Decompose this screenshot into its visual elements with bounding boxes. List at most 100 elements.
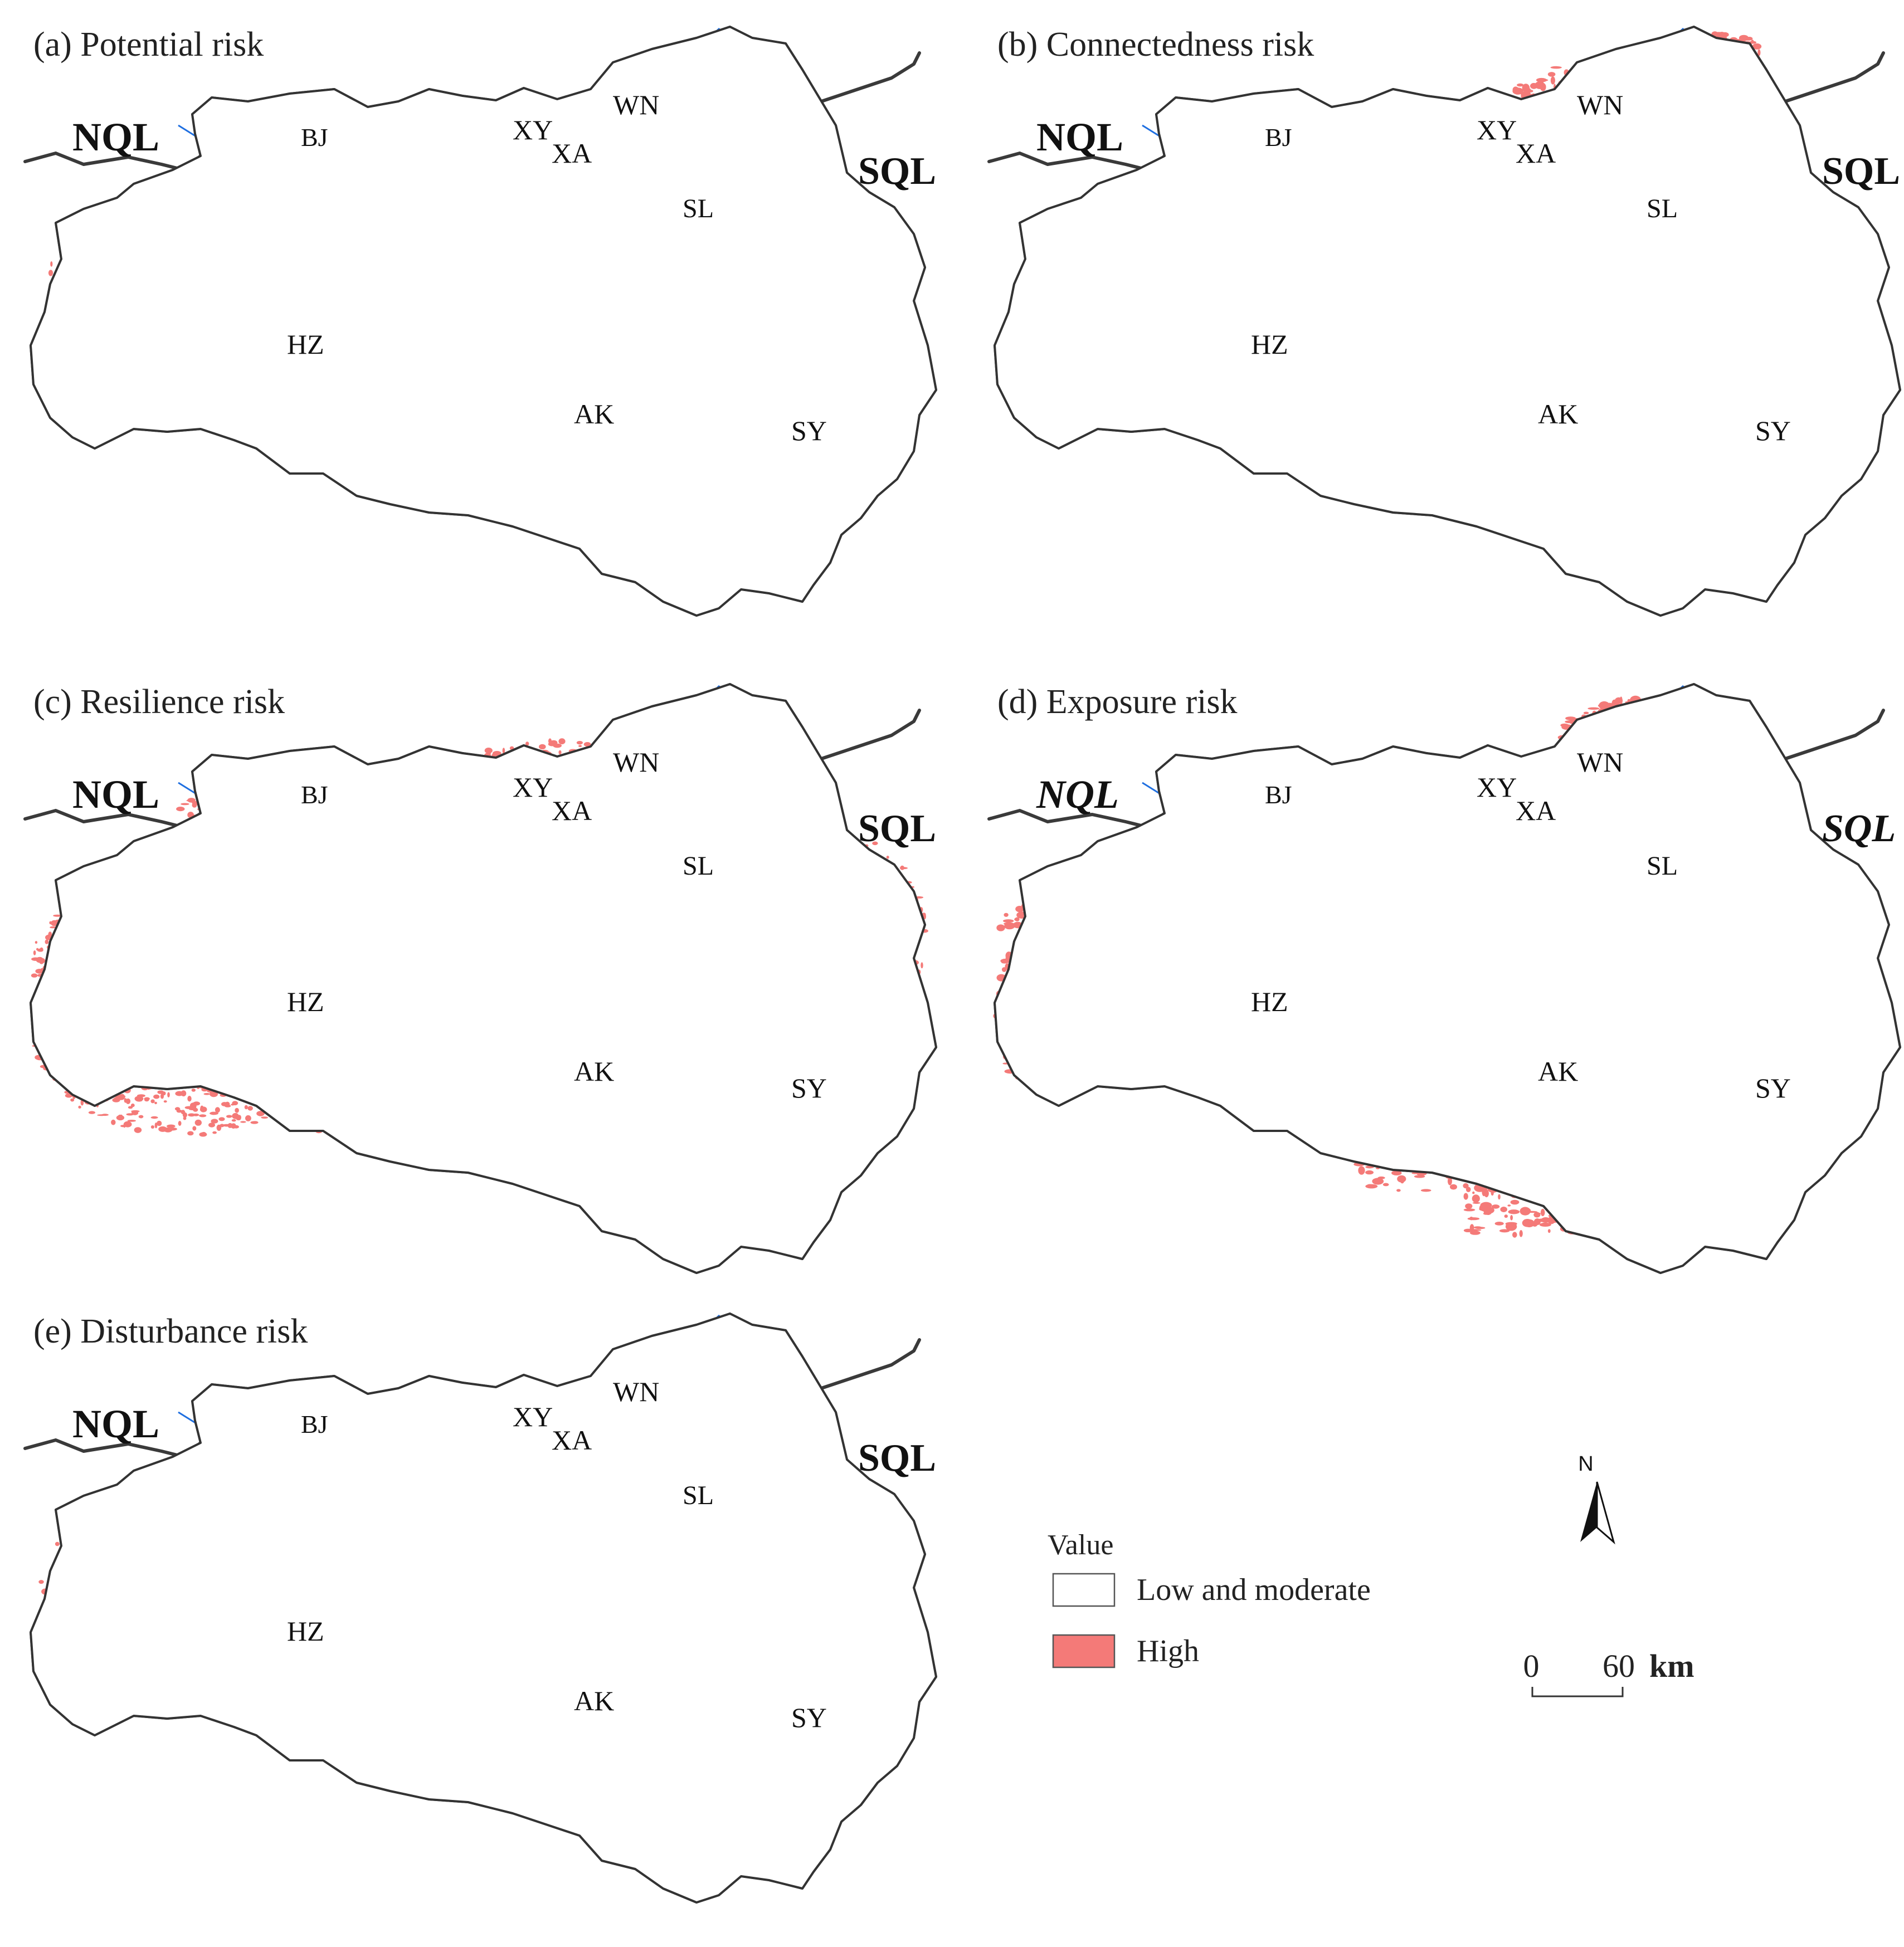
place-label-xy: XY	[513, 114, 553, 145]
risk-patch	[188, 1113, 196, 1117]
risk-patch	[244, 1105, 248, 1110]
risk-patch	[240, 1121, 246, 1123]
risk-patch	[123, 1124, 126, 1128]
risk-patch	[1530, 82, 1538, 89]
risk-patch	[124, 1098, 127, 1103]
risk-patch	[167, 1092, 170, 1097]
risk-patch	[232, 1101, 238, 1106]
risk-patch	[1721, 32, 1729, 37]
risk-patch	[187, 1096, 192, 1102]
risk-patch	[221, 1102, 228, 1106]
risk-patch	[226, 1115, 232, 1118]
risk-patch	[160, 1094, 164, 1099]
risk-patch	[39, 960, 44, 964]
risk-patch	[150, 1099, 155, 1104]
risk-patch	[176, 1109, 182, 1113]
risk-patch	[163, 1100, 167, 1103]
place-label-sql: SQL	[1822, 150, 1900, 193]
risk-patch	[1550, 66, 1562, 69]
region-border	[30, 26, 937, 617]
risk-patch	[1517, 83, 1524, 87]
risk-patch	[261, 1116, 269, 1119]
risk-patch	[231, 1119, 236, 1122]
risk-patch	[49, 921, 52, 925]
risk-patch	[193, 1101, 201, 1106]
risk-patch	[35, 941, 38, 944]
place-label-bj: BJ	[301, 123, 328, 152]
risk-patch	[127, 1120, 136, 1122]
risk-patch	[136, 1099, 143, 1102]
risk-patch	[247, 1106, 253, 1111]
risk-patch	[1512, 87, 1523, 95]
risk-patch	[153, 1094, 160, 1099]
place-label-wn: WN	[613, 89, 659, 120]
risk-patch	[1742, 38, 1752, 41]
panel-title: (c) Resilience risk	[33, 683, 285, 721]
risk-patch	[111, 1119, 116, 1125]
risk-patch	[138, 1115, 144, 1119]
place-label-xa: XA	[1516, 138, 1556, 169]
risk-patch	[31, 973, 38, 978]
risk-patch	[50, 261, 53, 267]
risk-patch	[181, 803, 189, 806]
risk-patch	[1550, 76, 1555, 85]
risk-patch	[187, 1131, 194, 1136]
place-label-nql: NQL	[72, 115, 159, 159]
panel-title: (b) Connectedness risk	[997, 26, 1314, 64]
risk-patch	[252, 1121, 258, 1124]
risk-patch	[233, 1125, 239, 1129]
risk-patch	[97, 1114, 106, 1116]
risk-patch	[236, 1117, 241, 1121]
risk-patch	[176, 807, 185, 812]
risk-patch	[137, 1094, 145, 1097]
risk-patch	[211, 1119, 218, 1124]
place-label-xy: XY	[1477, 114, 1517, 145]
risk-patch	[199, 1106, 207, 1112]
risk-patch	[201, 1131, 207, 1136]
risk-patch	[218, 1117, 225, 1121]
risk-patch	[88, 1111, 95, 1114]
risk-patch	[163, 1127, 173, 1133]
risk-patch	[48, 270, 53, 276]
risk-patch	[553, 743, 562, 748]
risk-patch	[144, 1097, 150, 1101]
panel-title: (a) Potential risk	[33, 26, 264, 64]
risk-patch	[132, 1110, 139, 1115]
place-label-sl: SL	[683, 194, 714, 223]
risk-patch	[189, 1108, 197, 1110]
risk-patch	[157, 1120, 162, 1126]
place-label-sy: SY	[791, 415, 827, 446]
risk-patch	[192, 802, 197, 808]
place-label-xa: XA	[552, 138, 592, 169]
place-label-sl: SL	[1647, 194, 1678, 223]
risk-patch	[150, 1125, 154, 1129]
place-label-hz: HZ	[287, 329, 324, 360]
place-label-bj: BJ	[1265, 123, 1292, 152]
risk-patch	[150, 1116, 158, 1119]
risk-patch	[578, 745, 582, 748]
risk-patch	[227, 1123, 233, 1128]
risk-patch	[45, 939, 49, 944]
risk-patch	[550, 741, 555, 744]
risk-patch	[187, 798, 196, 803]
risk-patch	[37, 948, 43, 952]
place-label-nql: NQL	[1036, 115, 1123, 159]
risk-patch	[921, 962, 923, 969]
risk-patch	[70, 1098, 75, 1102]
risk-patch	[245, 1115, 251, 1121]
risk-patch	[558, 738, 566, 745]
risk-patch	[116, 1115, 125, 1121]
risk-patch	[194, 1119, 202, 1126]
risk-patch	[191, 1089, 196, 1092]
risk-patch	[210, 1111, 218, 1115]
risk-patch	[212, 1131, 217, 1134]
risk-patch	[128, 1106, 133, 1109]
risk-patch	[1547, 72, 1556, 77]
risk-patch	[154, 1101, 157, 1105]
risk-patch	[576, 741, 583, 745]
risk-patch	[167, 1124, 176, 1128]
